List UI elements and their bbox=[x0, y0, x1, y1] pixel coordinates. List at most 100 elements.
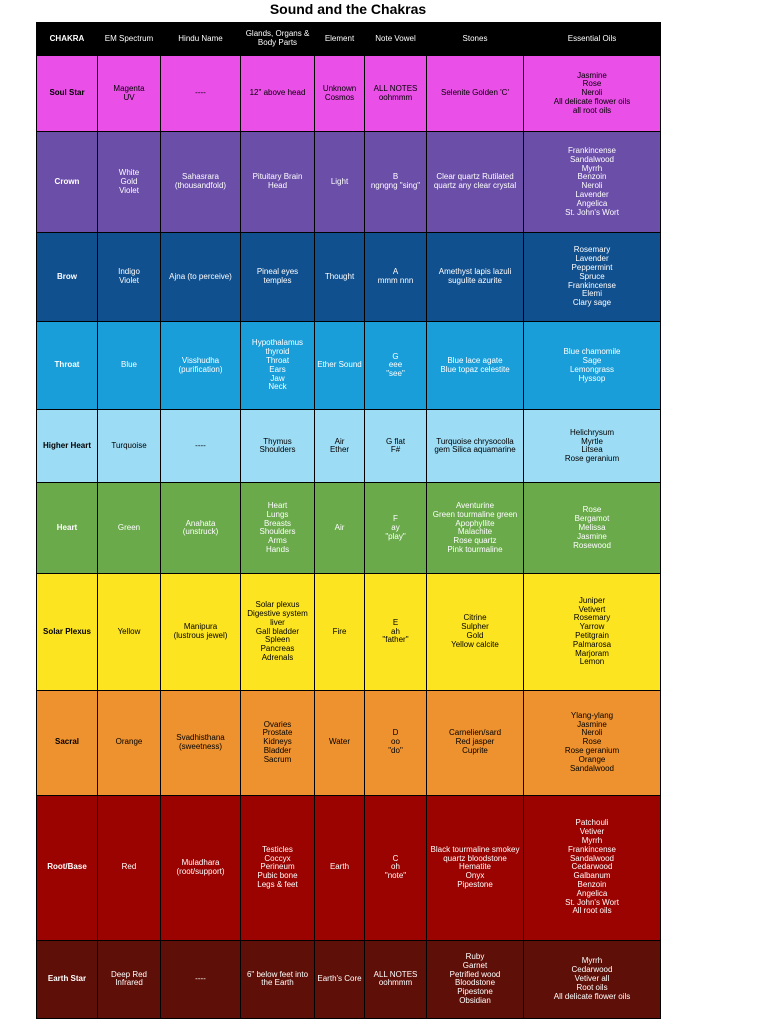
element-cell: Earth's Core bbox=[314, 939, 365, 1020]
cell-text-line: Jaw bbox=[270, 373, 285, 383]
cell-text-line: Legs & feet bbox=[257, 879, 298, 889]
cell-text-line: Sandalwood bbox=[569, 853, 615, 863]
cell-text-line: Cedarwood bbox=[571, 965, 613, 975]
cell-text-line: Rosemary bbox=[573, 613, 611, 623]
table-row: Earth Star Deep Red Infrared ---- 6" below f… bbox=[36, 939, 661, 1020]
cell-text-line: A bbox=[392, 267, 399, 277]
cell-text-line: Rose geranium bbox=[564, 746, 620, 756]
cell-text-line: "father" bbox=[382, 635, 409, 645]
chakra-table: CHAKRA EM Spectrum Hindu Name Glands, Or… bbox=[36, 22, 661, 1020]
cell-text-line: Orange bbox=[578, 754, 606, 764]
chakra-name-cell: Soul Star bbox=[36, 54, 98, 133]
cell-text-line: All delicate flower oils bbox=[553, 991, 631, 1001]
cell-text-line: Adrenals bbox=[261, 653, 294, 663]
cell-text-line: Lavender bbox=[575, 189, 609, 199]
cell-text-line: Green tourmaline green bbox=[432, 509, 518, 519]
cell-text-line: 6" below feet into bbox=[246, 969, 309, 979]
hindu-name-cell: Visshudha (purification) bbox=[160, 321, 241, 411]
cell-text-line: (root/support) bbox=[176, 866, 225, 876]
cell-text-line: Red jasper bbox=[455, 737, 495, 747]
cell-text-line: Lungs bbox=[266, 509, 289, 519]
cell-text-line: mmm nnn bbox=[377, 276, 414, 286]
em-spectrum-cell: Red bbox=[97, 794, 161, 941]
cell-text-line: oohmmm bbox=[378, 92, 413, 102]
cell-text-line: Litsea bbox=[581, 445, 603, 455]
cell-text-line: Thought bbox=[324, 271, 355, 281]
cell-text-line: Pubic bone bbox=[257, 871, 298, 881]
cell-text-line: Unknown bbox=[322, 83, 357, 93]
cell-text-line: Pipestone bbox=[457, 879, 493, 889]
em-spectrum-cell: Turquoise bbox=[97, 409, 161, 484]
cell-text-line: eee bbox=[388, 360, 403, 370]
stones-cell: Black tourmaline smokey quartz bloodstone… bbox=[426, 794, 524, 941]
chakra-name-cell: Higher Heart bbox=[36, 409, 98, 484]
hindu-name-cell: Ajna (to perceive) bbox=[160, 232, 241, 323]
cell-text-line: Breasts bbox=[263, 518, 292, 528]
cell-text-line: Juniper bbox=[578, 595, 606, 605]
cell-text-line: Head bbox=[267, 181, 288, 191]
cell-text-line: Prostate bbox=[262, 728, 293, 738]
cell-text-line: Rose bbox=[582, 737, 602, 747]
cell-text-line: oohmmm bbox=[378, 978, 413, 988]
note-vowel-cell: ALL NOTES oohmmm bbox=[364, 939, 427, 1020]
hindu-name-cell: Sahasrara (thousandfold) bbox=[160, 131, 241, 234]
essential-oils-cell: Frankincense Sandalwood Myrrh Benzoin Neroli… bbox=[523, 131, 661, 234]
cell-text-line: Rosewood bbox=[573, 540, 611, 550]
essential-oils-cell: Helichrysum Myrtle Litsea Rose geranium bbox=[523, 409, 661, 484]
cell-text-line: Jasmine bbox=[577, 531, 607, 541]
cell-text-line: Ether Sound bbox=[317, 360, 362, 370]
cell-text-line: Indigo bbox=[118, 267, 140, 277]
cell-text-line: Melissa bbox=[578, 523, 606, 533]
cell-text-line: Pancreas bbox=[260, 644, 295, 654]
element-cell: Air bbox=[314, 482, 365, 575]
element-cell: Thought bbox=[314, 232, 365, 323]
cell-text-line: Neck bbox=[268, 382, 287, 392]
cell-text-line: Anahata bbox=[185, 518, 216, 528]
body-parts-cell: 12" above head bbox=[240, 54, 315, 133]
cell-text-line: All root oils bbox=[572, 906, 612, 916]
element-cell: Light bbox=[314, 131, 365, 234]
cell-text-line: Vetivert bbox=[578, 604, 606, 614]
cell-text-line: temples bbox=[263, 276, 292, 286]
cell-text-line: Onyx bbox=[465, 871, 485, 881]
column-header: Hindu Name bbox=[160, 22, 241, 56]
cell-text-line: Gold bbox=[120, 176, 138, 186]
cell-text-line: liver bbox=[270, 617, 285, 627]
cell-text-line: Helichrysum bbox=[569, 427, 614, 437]
essential-oils-cell: Rose Bergamot Melissa Jasmine Rosewood bbox=[523, 482, 661, 575]
cell-text-line: Bloodstone bbox=[454, 978, 496, 988]
cell-text-line: Amethyst lapis lazuli bbox=[438, 267, 512, 277]
column-header: Element bbox=[314, 22, 365, 56]
cell-text-line: Throat bbox=[54, 360, 80, 370]
chakra-name-cell: Earth Star bbox=[36, 939, 98, 1020]
cell-text-line: Thymus bbox=[263, 436, 292, 446]
body-parts-cell: Testicles Coccyx Perineum Pubic bone Legs & … bbox=[240, 794, 315, 941]
cell-text-line: Rose bbox=[582, 79, 602, 89]
cell-text-line: ---- bbox=[195, 974, 206, 984]
cell-text-line: Lavender bbox=[575, 254, 609, 264]
em-spectrum-cell: White Gold Violet bbox=[97, 131, 161, 234]
cell-text-line: Neroli bbox=[581, 88, 603, 98]
cell-text-line: "see" bbox=[386, 369, 405, 379]
cell-text-line: "play" bbox=[385, 531, 406, 541]
note-vowel-cell: ALL NOTES oohmmm bbox=[364, 54, 427, 133]
em-spectrum-cell: Orange bbox=[97, 689, 161, 796]
cell-text-line: Throat bbox=[265, 355, 290, 365]
table-row: Brow Indigo Violet Ajna (to perceive) Pineal… bbox=[36, 232, 661, 323]
body-parts-cell: Pineal eyes temples bbox=[240, 232, 315, 323]
cell-text-line: Heart bbox=[267, 501, 288, 511]
body-parts-cell: Pituitary Brain Head bbox=[240, 131, 315, 234]
cell-text-line: quartz bloodstone bbox=[443, 853, 507, 863]
cell-text-line: Rose geranium bbox=[564, 454, 620, 464]
element-cell: Earth bbox=[314, 794, 365, 941]
cell-text-line: Apophyllite bbox=[455, 518, 495, 528]
body-parts-cell: 6" below feet into the Earth bbox=[240, 939, 315, 1020]
table-row: Solar Plexus Yellow Manipura (lustrous jewe… bbox=[36, 573, 661, 691]
cell-text-line: Crown bbox=[54, 176, 80, 186]
em-spectrum-cell: Deep Red Infrared bbox=[97, 939, 161, 1020]
cell-text-line: (thousandfold) bbox=[174, 181, 227, 191]
table-row: Higher Heart Turquoise ---- Thymus Shoulders… bbox=[36, 409, 661, 484]
cell-text-line: Spleen bbox=[265, 635, 290, 645]
